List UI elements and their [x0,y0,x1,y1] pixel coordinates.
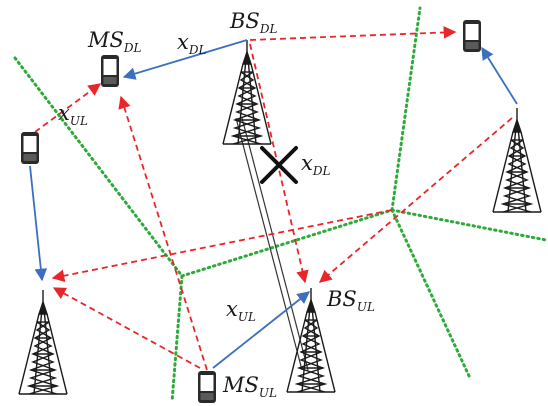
tower-southwest-icon [18,289,68,395]
interference-west-phone-to-msdl [34,83,102,133]
cell-boundary-west [13,56,184,278]
interference-msul-to-msdl [118,95,208,371]
desired-links [29,39,518,369]
interference-msul-to-sw-tower [52,287,201,369]
phone-northeast-icon [463,20,481,52]
link-ne-tower-to-ne-phone [481,46,518,105]
link-west-phone-to-sw-tower [29,165,48,282]
cell-boundary-north [390,6,422,212]
tower-northeast-icon [492,107,542,213]
cell-boundary-central [180,208,394,278]
cell-boundary-east [390,208,548,242]
label-ms-ul: MSUL [222,373,277,400]
label-x-dl-top: xDL [177,30,206,57]
label-x-ul-bottom: xUL [226,297,256,324]
cell-boundaries [13,6,548,404]
phone-ms-dl-icon [101,55,119,87]
label-bs-ul: BSUL [326,287,375,314]
interference-cell-to-sw-tower [51,209,393,282]
label-bs-dl: BSDL [229,9,277,36]
phone-west-icon [21,132,39,164]
phone-ms-ul-icon [198,371,216,403]
interference-ne-tower-to-bsul [319,117,513,283]
label-x-ul-left: xUL [58,101,88,128]
cell-boundary-southeast [390,208,472,380]
cell-boundary-south [170,274,184,404]
tower-bs-dl-icon [222,39,272,145]
label-ms-dl: MSDL [87,28,142,55]
interference-bsdl-to-ne-phone [249,26,457,41]
cross-mark-icon [260,146,298,184]
downlink-bsdl-to-msdl [122,39,248,80]
backhaul-link [235,117,309,371]
uplink-msul-to-bsul [212,291,310,369]
interference-links [34,26,513,371]
label-x-dl-cross: xDL [301,151,330,178]
